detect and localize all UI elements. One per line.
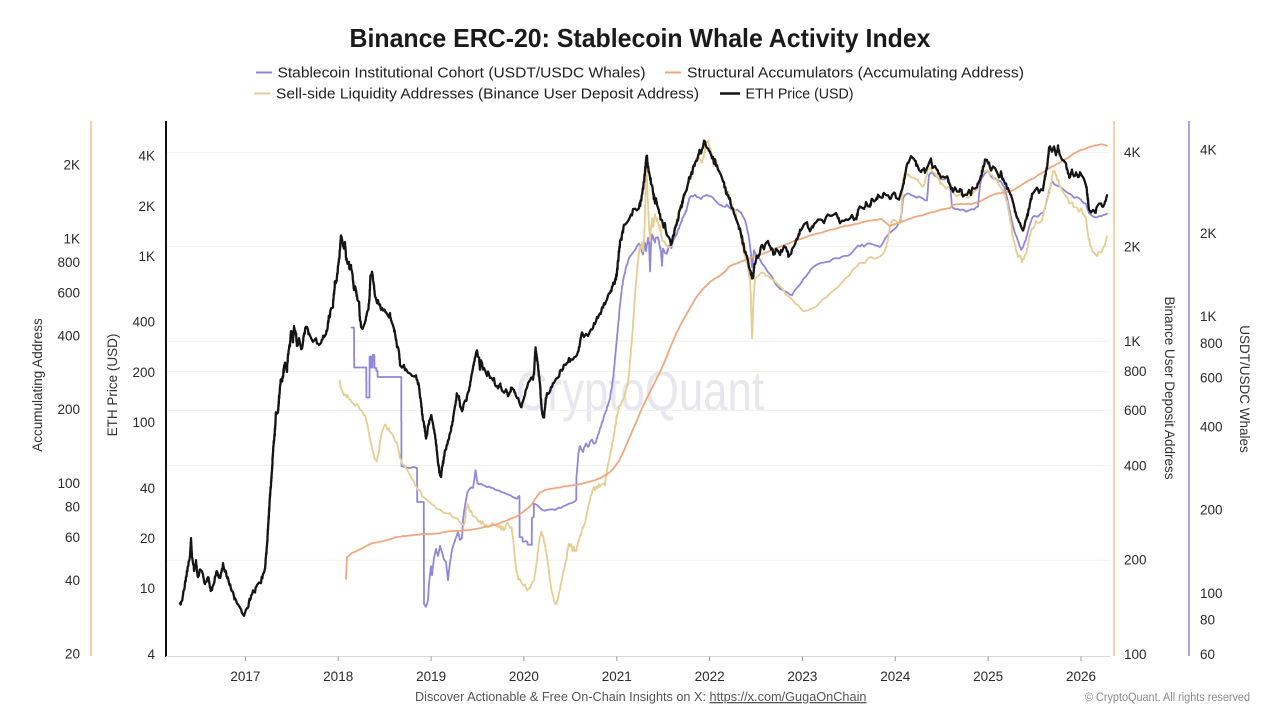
svg-text:Structural Accumulators (Accum: Structural Accumulators (Accumulating Ad… — [687, 66, 1024, 82]
svg-text:60: 60 — [65, 530, 80, 545]
svg-text:100: 100 — [1200, 586, 1223, 601]
svg-text:10: 10 — [140, 581, 155, 596]
svg-text:4: 4 — [147, 647, 155, 662]
svg-text:400: 400 — [132, 315, 155, 330]
svg-text:Sell-side Liquidity Addresses: Sell-side Liquidity Addresses (Binance U… — [276, 87, 699, 103]
svg-text:100: 100 — [57, 476, 80, 491]
svg-text:60: 60 — [1200, 647, 1215, 662]
svg-text:40: 40 — [140, 481, 155, 496]
svg-text:2020: 2020 — [509, 669, 539, 684]
svg-text:2017: 2017 — [230, 669, 260, 684]
svg-text:ETH Price (USD): ETH Price (USD) — [746, 87, 854, 103]
svg-text:ETH Price (USD): ETH Price (USD) — [105, 334, 120, 437]
svg-text:2021: 2021 — [602, 669, 632, 684]
svg-text:80: 80 — [65, 500, 80, 515]
svg-text:2K: 2K — [63, 158, 80, 173]
svg-text:2K: 2K — [1124, 240, 1141, 255]
svg-text:4K: 4K — [138, 149, 155, 164]
svg-text:800: 800 — [1200, 336, 1223, 351]
svg-text:100: 100 — [1124, 647, 1147, 662]
svg-text:100: 100 — [132, 415, 155, 430]
svg-text:200: 200 — [1124, 553, 1147, 568]
svg-text:800: 800 — [57, 255, 80, 270]
svg-text:1K: 1K — [63, 231, 80, 246]
svg-text:2026: 2026 — [1066, 669, 1096, 684]
svg-text:© CryptoQuant. All rights rese: © CryptoQuant. All rights reserved — [1085, 692, 1250, 704]
svg-text:200: 200 — [57, 402, 80, 417]
svg-text:2022: 2022 — [695, 669, 725, 684]
svg-text:800: 800 — [1124, 364, 1147, 379]
svg-text:200: 200 — [1200, 503, 1223, 518]
svg-text:2K: 2K — [1200, 226, 1217, 241]
svg-text:2K: 2K — [138, 199, 155, 214]
svg-text:USDT/USDC Whales: USDT/USDC Whales — [1237, 325, 1252, 453]
svg-text:2019: 2019 — [416, 669, 446, 684]
svg-text:600: 600 — [57, 286, 80, 301]
svg-text:Stablecoin Institutional Cohor: Stablecoin Institutional Cohort (USDT/US… — [278, 66, 646, 82]
svg-text:1K: 1K — [1200, 309, 1217, 324]
svg-text:2024: 2024 — [880, 669, 911, 684]
svg-text:20: 20 — [140, 531, 155, 546]
svg-text:80: 80 — [1200, 613, 1215, 628]
svg-text:400: 400 — [1124, 458, 1147, 473]
svg-text:400: 400 — [57, 329, 80, 344]
svg-text:600: 600 — [1124, 403, 1147, 418]
svg-text:Binance ERC-20: Stablecoin Wha: Binance ERC-20: Stablecoin Whale Activit… — [350, 23, 932, 53]
svg-text:200: 200 — [132, 365, 155, 380]
svg-text:Accumulating Address: Accumulating Address — [30, 318, 45, 452]
svg-text:40: 40 — [65, 573, 80, 588]
svg-text:1K: 1K — [1124, 334, 1141, 349]
svg-text:20: 20 — [65, 647, 80, 662]
svg-text:4K: 4K — [1124, 145, 1141, 160]
svg-text:600: 600 — [1200, 371, 1223, 386]
svg-text:2023: 2023 — [787, 669, 817, 684]
svg-text:400: 400 — [1200, 419, 1223, 434]
svg-text:Binance User Deposit Address: Binance User Deposit Address — [1162, 296, 1177, 479]
svg-text:1K: 1K — [138, 249, 155, 264]
svg-text:2025: 2025 — [973, 669, 1003, 684]
svg-text:4K: 4K — [1200, 143, 1217, 158]
svg-text:2018: 2018 — [323, 669, 353, 684]
svg-text:https://x.com/GugaOnChain: https://x.com/GugaOnChain — [710, 689, 867, 704]
svg-text:Discover Actionable & Free On-: Discover Actionable & Free On-Chain Insi… — [415, 689, 706, 704]
